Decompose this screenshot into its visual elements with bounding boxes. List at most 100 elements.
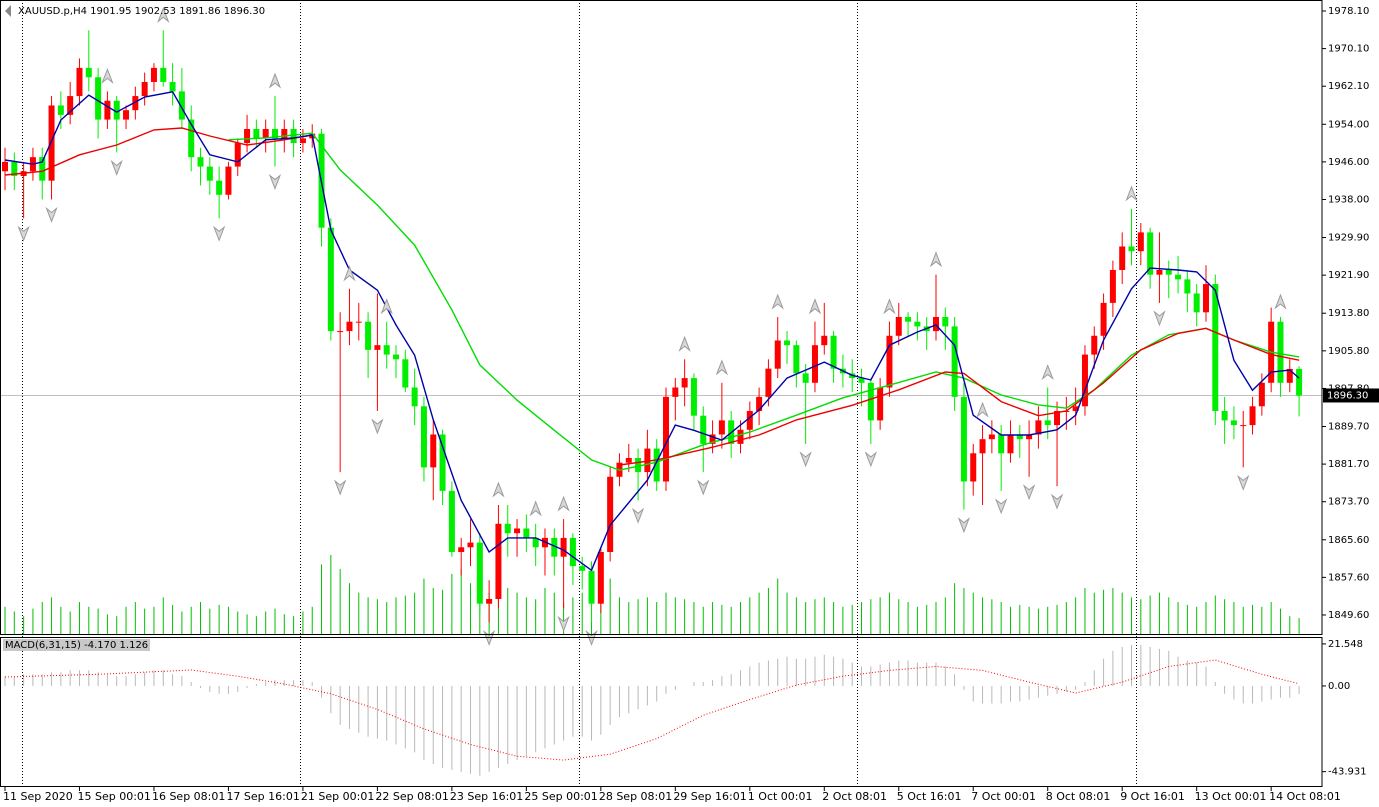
candle-body [346, 321, 353, 332]
fractal-down [371, 418, 384, 435]
y-tick-label: 1929.90 [1328, 233, 1369, 244]
candle-body [914, 321, 921, 327]
candle-body [1128, 246, 1135, 252]
candle-body [858, 378, 865, 383]
fractal-up [715, 359, 728, 376]
candle-body [1081, 354, 1088, 407]
candle-body [700, 415, 707, 444]
fractal-up [101, 67, 114, 84]
fractal-down [995, 498, 1008, 515]
symbol-icon [5, 5, 11, 17]
fractal-down [268, 174, 282, 190]
candle-body [11, 161, 18, 176]
candle-body [327, 227, 334, 332]
candle-body [178, 91, 185, 120]
candle-body [271, 128, 278, 139]
candle-body [877, 387, 884, 421]
x-tick-label: 5 Oct 16:01 [897, 790, 962, 803]
candle-body [225, 166, 232, 195]
fractal-down [1153, 310, 1166, 327]
x-tick-label: 25 Sep 00:01 [524, 790, 597, 803]
candle-body [299, 138, 306, 144]
candle-body [942, 316, 949, 327]
candle-body [1026, 434, 1033, 440]
x-tick-label: 28 Sep 08:01 [599, 790, 672, 803]
x-tick-label: 2 Oct 08:01 [822, 790, 887, 803]
candle-body [281, 128, 288, 139]
x-tick-label: 29 Sep 16:01 [673, 790, 746, 803]
y-tick-label: 1970.10 [1328, 44, 1369, 55]
fractal-down [110, 159, 123, 176]
fractal-up [771, 293, 784, 310]
fractal-up [268, 72, 282, 89]
candle-body [188, 119, 195, 158]
panel-frame [0, 0, 1323, 635]
y-tick-label: 1962.10 [1328, 81, 1369, 92]
candle-body [821, 335, 828, 346]
fractal-up [1274, 293, 1287, 310]
candle-body [1202, 284, 1209, 313]
x-tick-label: 1 Oct 00:01 [748, 790, 813, 803]
y-tick-label: 1849.60 [1328, 610, 1369, 621]
candle-body [402, 359, 409, 388]
candle-body [867, 382, 874, 421]
fractal-down [334, 479, 347, 496]
x-tick-label: 8 Oct 08:01 [1046, 790, 1111, 803]
candle-body [514, 528, 521, 534]
candle-body [141, 81, 148, 97]
fractal-down [45, 206, 58, 223]
candle-body [95, 77, 102, 120]
x-tick-label: 14 Oct 08:01 [1269, 790, 1341, 803]
fractal-down [957, 517, 971, 534]
candle-body [635, 457, 642, 473]
fractal-down [1237, 474, 1250, 491]
candle-body [216, 180, 223, 195]
candle-body [1175, 274, 1182, 280]
candle-body [653, 448, 660, 482]
fractal-up [380, 298, 393, 315]
fractal-up [883, 298, 896, 315]
indicator-title: MACD(6,31,15) -4.170 1.126 [5, 640, 148, 651]
y-tick-label: 1921.90 [1328, 270, 1369, 281]
candle-body [1286, 368, 1293, 383]
candle-body [2, 161, 8, 172]
fractal-down [213, 225, 226, 242]
y-tick-label: 1938.00 [1328, 194, 1369, 205]
candle-body [1072, 406, 1079, 411]
candle-body [784, 340, 791, 346]
x-tick-label: 11 Sep 2020 [3, 790, 73, 803]
candle-body [1137, 232, 1144, 252]
candle-body [467, 542, 474, 548]
candle-body [1212, 284, 1219, 411]
fractal-down [1050, 493, 1064, 510]
x-tick-label: 13 Oct 00:01 [1195, 790, 1267, 803]
candle-body [1184, 279, 1191, 294]
x-tick-label: 22 Sep 08:01 [375, 790, 448, 803]
candle-body [895, 316, 902, 336]
y-tick-label: 0.00 [1328, 681, 1350, 692]
y-tick-label: 21.548 [1328, 639, 1363, 650]
candle-body [1221, 410, 1228, 421]
candle-body [476, 542, 483, 604]
candle-body [979, 439, 986, 454]
candle-body [439, 434, 446, 491]
candle-body [1054, 410, 1061, 426]
fractal-down [631, 507, 645, 524]
candle-body [1258, 382, 1265, 407]
fractal-down [864, 451, 877, 468]
candle-body [495, 523, 502, 599]
candle-body [988, 434, 995, 440]
candle-body [1230, 420, 1237, 426]
candle-body [756, 396, 763, 411]
fractal-up [492, 481, 505, 498]
candle-body [234, 143, 241, 167]
candle-body [383, 345, 390, 355]
candle-body [802, 373, 809, 383]
candle-body [290, 128, 297, 144]
candle-body [1007, 434, 1014, 454]
candle-body [933, 316, 939, 332]
chart-title: XAUUSD.p,H4 1901.95 1902.53 1891.86 1896… [18, 6, 265, 17]
fractal-up [529, 500, 542, 517]
candle-body [718, 420, 725, 435]
candle-body [663, 396, 670, 482]
